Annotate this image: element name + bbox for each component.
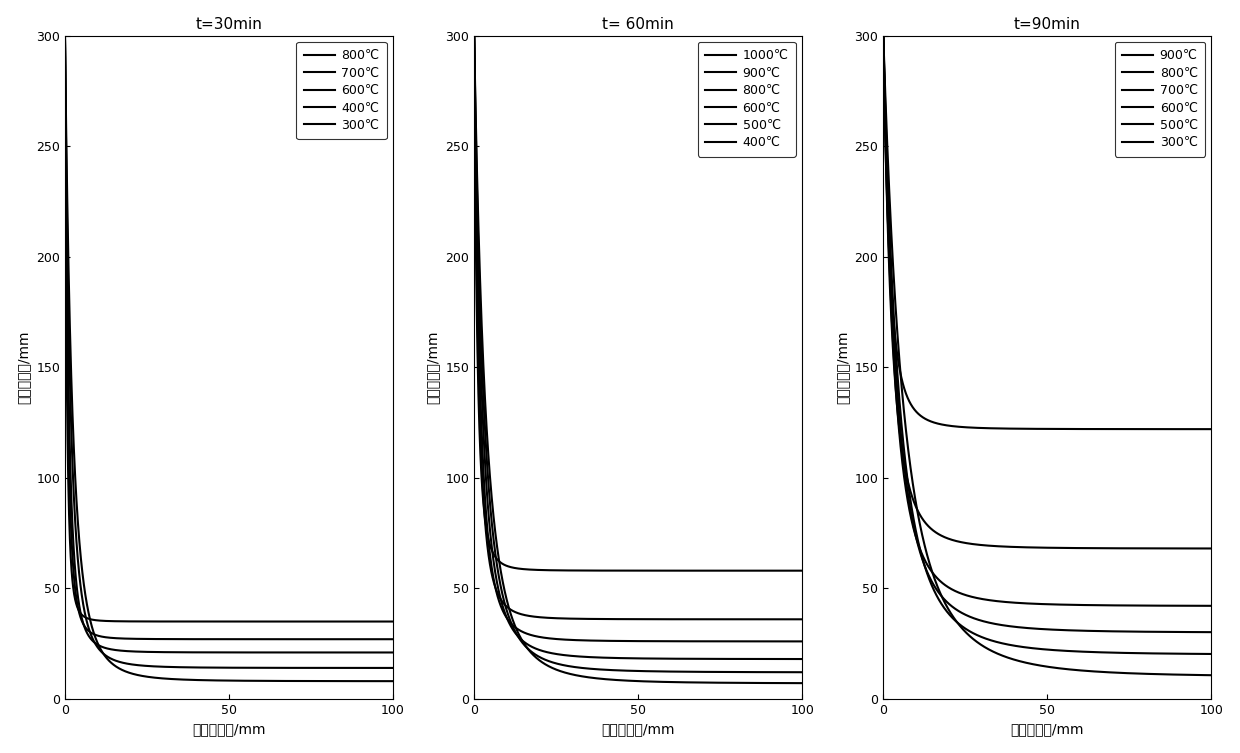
Y-axis label: 至底边距离/mm: 至底边距离/mm xyxy=(16,331,31,404)
Y-axis label: 至底边距离/mm: 至底边距离/mm xyxy=(835,331,849,404)
Legend: 1000℃, 900℃, 800℃, 600℃, 500℃, 400℃: 1000℃, 900℃, 800℃, 600℃, 500℃, 400℃ xyxy=(698,42,796,157)
Y-axis label: 至底边距离/mm: 至底边距离/mm xyxy=(425,331,440,404)
X-axis label: 至侧边距离/mm: 至侧边距离/mm xyxy=(192,722,265,736)
X-axis label: 至侧边距离/mm: 至侧边距离/mm xyxy=(1011,722,1084,736)
Title: t=90min: t=90min xyxy=(1014,17,1081,32)
X-axis label: 至侧边距离/mm: 至侧边距离/mm xyxy=(601,722,675,736)
Legend: 900℃, 800℃, 700℃, 600℃, 500℃, 300℃: 900℃, 800℃, 700℃, 600℃, 500℃, 300℃ xyxy=(1115,42,1205,157)
Title: t= 60min: t= 60min xyxy=(603,17,675,32)
Title: t=30min: t=30min xyxy=(196,17,263,32)
Legend: 800℃, 700℃, 600℃, 400℃, 300℃: 800℃, 700℃, 600℃, 400℃, 300℃ xyxy=(296,42,387,139)
